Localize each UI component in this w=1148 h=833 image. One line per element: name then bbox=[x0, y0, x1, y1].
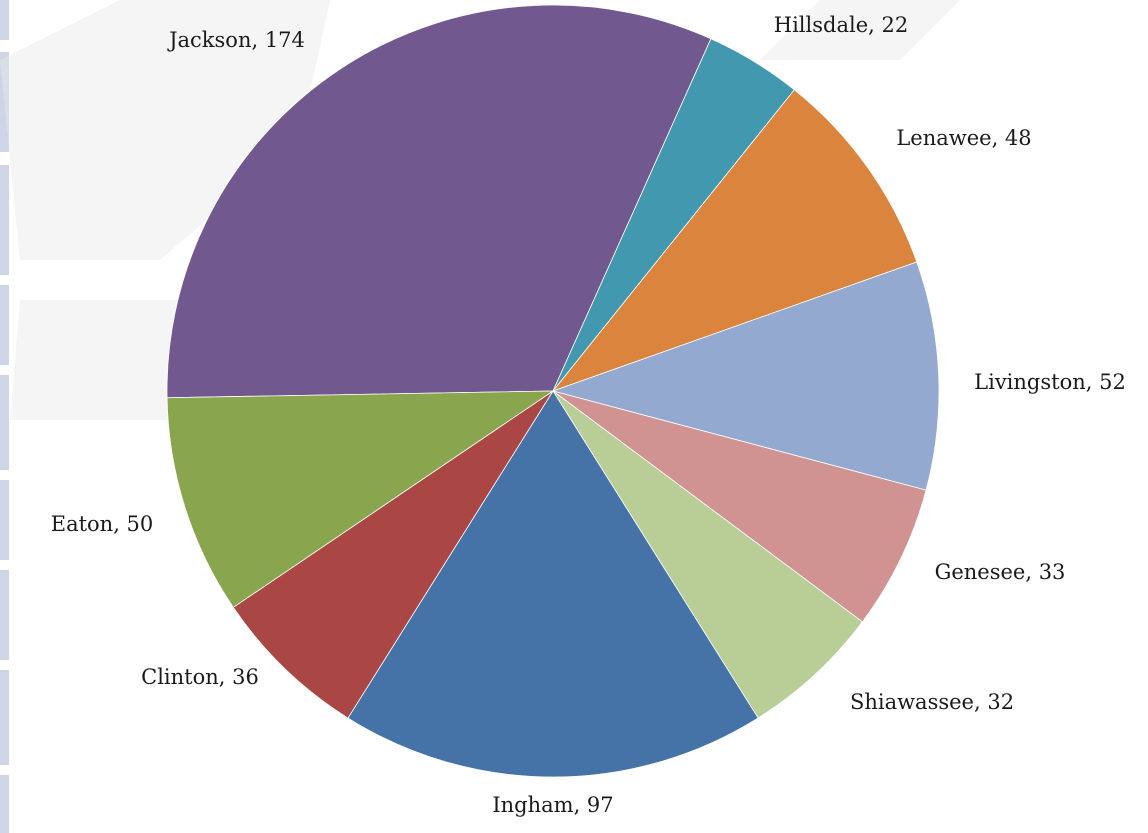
pie-slice-eaton bbox=[166, 390, 555, 608]
data-label-lenawee: Lenawee, 48 bbox=[896, 126, 1031, 150]
pie-slice-lenawee bbox=[551, 89, 918, 392]
data-label-hillsdale: Hillsdale, 22 bbox=[774, 13, 908, 37]
pie-slice-livingston bbox=[551, 261, 940, 491]
left-edge-strip bbox=[0, 0, 9, 833]
data-label-genesee: Genesee, 33 bbox=[935, 560, 1066, 584]
data-label-livingston: Livingston, 52 bbox=[974, 370, 1126, 394]
pie-slice-genesee bbox=[552, 390, 927, 623]
data-label-eaton: Eaton, 50 bbox=[51, 512, 154, 536]
data-label-shiawassee: Shiawassee, 32 bbox=[850, 690, 1014, 714]
data-label-ingham: Ingham, 97 bbox=[492, 793, 613, 817]
pie-slice-shiawassee bbox=[552, 390, 863, 719]
pie-slice-jackson bbox=[166, 4, 712, 399]
pie-slice-ingham bbox=[347, 390, 759, 778]
data-label-jackson: Jackson, 174 bbox=[167, 28, 305, 52]
pie-slice-clinton bbox=[232, 390, 554, 719]
data-label-clinton: Clinton, 36 bbox=[141, 665, 259, 689]
